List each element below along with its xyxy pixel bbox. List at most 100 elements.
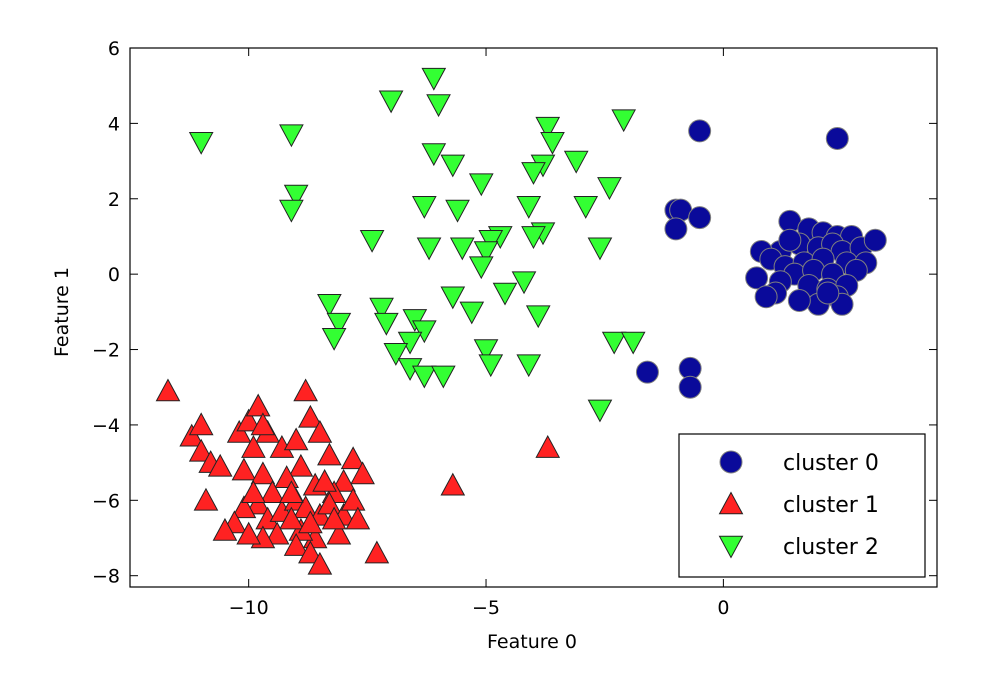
point-cluster-2: [411, 365, 437, 389]
point-cluster-1: [226, 419, 252, 443]
y-tick-label: 2: [108, 189, 120, 211]
point-cluster-1: [288, 453, 314, 477]
axes-frame: [129, 47, 938, 588]
point-cluster-1: [231, 457, 257, 481]
legend-marker: [718, 491, 744, 515]
y-axis-label: Feature 1: [51, 267, 73, 357]
point-cluster-1: [236, 408, 262, 432]
legend-marker: [719, 450, 743, 474]
point-cluster-1: [364, 540, 390, 564]
point-cluster-2: [563, 150, 589, 174]
y-tick-label: −6: [92, 490, 120, 512]
point-cluster-2: [587, 399, 613, 423]
point-cluster-2: [279, 124, 304, 148]
point-cluster-2: [492, 282, 518, 306]
y-tick-label: 6: [108, 38, 120, 60]
point-cluster-2: [321, 327, 347, 351]
point-cluster-1: [250, 412, 276, 436]
point-cluster-2: [383, 343, 409, 366]
point-cluster-1: [340, 487, 366, 511]
point-cluster-2: [449, 237, 475, 261]
point-cluster-2: [516, 196, 542, 219]
point-cluster-2: [430, 365, 456, 389]
x-tick-label: −5: [472, 597, 500, 619]
point-cluster-2: [478, 354, 504, 378]
point-cluster-2: [445, 199, 470, 223]
point-cluster-1: [298, 510, 323, 534]
point-cluster-1: [298, 540, 323, 564]
point-cluster-2: [411, 320, 437, 344]
x-axis-label: Feature 0: [487, 631, 577, 653]
point-cluster-1: [350, 461, 375, 485]
point-cluster-2: [402, 309, 428, 332]
x-tick-label: 0: [717, 597, 729, 619]
point-cluster-2: [279, 199, 304, 223]
y-tick-label: 0: [108, 264, 120, 286]
y-tick-label: −4: [92, 415, 120, 437]
point-cluster-0: [688, 119, 712, 143]
point-cluster-1: [440, 472, 466, 496]
point-cluster-1: [326, 521, 352, 545]
point-cluster-0: [678, 375, 702, 399]
point-cluster-2: [374, 312, 399, 336]
point-cluster-1: [260, 480, 285, 504]
point-cluster-2: [421, 67, 447, 91]
point-cluster-1: [241, 480, 266, 504]
point-cluster-1: [321, 506, 347, 530]
point-cluster-1: [312, 468, 337, 492]
legend-label: cluster 1: [783, 493, 879, 518]
point-cluster-1: [293, 378, 318, 402]
legend-marker: [718, 535, 744, 559]
y-tick-label: 4: [108, 113, 120, 135]
point-cluster-2: [535, 116, 561, 140]
legend-box: [678, 433, 926, 578]
point-cluster-1: [245, 491, 271, 515]
point-cluster-2: [521, 162, 546, 185]
point-cluster-2: [411, 196, 437, 219]
point-cluster-1: [193, 487, 219, 511]
point-cluster-2: [478, 229, 504, 253]
point-cluster-1: [236, 521, 262, 545]
point-cluster-0: [635, 360, 659, 384]
legend-item: cluster 0: [719, 450, 879, 476]
point-cluster-1: [188, 412, 214, 436]
legend-label: cluster 0: [783, 451, 879, 476]
point-cluster-1: [207, 453, 233, 477]
point-cluster-1: [345, 506, 371, 530]
point-cluster-2: [516, 354, 542, 378]
point-cluster-0: [688, 206, 712, 230]
point-cluster-0: [825, 126, 849, 150]
point-cluster-1: [331, 468, 356, 492]
point-cluster-2: [317, 294, 342, 317]
legend-item: cluster 1: [718, 491, 879, 518]
point-cluster-2: [440, 154, 466, 178]
point-cluster-0: [778, 228, 802, 252]
point-cluster-2: [473, 339, 499, 363]
point-cluster-1: [283, 427, 309, 451]
point-cluster-1: [535, 434, 561, 458]
point-cluster-2: [540, 131, 565, 155]
point-cluster-1: [245, 393, 271, 417]
legend-label: cluster 2: [783, 535, 879, 560]
point-cluster-2: [369, 297, 394, 321]
y-tick-label: −8: [92, 566, 120, 588]
point-cluster-2: [459, 301, 485, 325]
series-cluster-0: [635, 119, 887, 399]
series-cluster-2: [188, 67, 646, 423]
point-cluster-0: [664, 217, 688, 241]
point-cluster-0: [816, 281, 840, 305]
point-cluster-2: [597, 177, 622, 201]
series-cluster-1: [155, 378, 561, 575]
point-cluster-1: [307, 419, 333, 443]
point-cluster-1: [179, 423, 205, 447]
point-cluster-2: [601, 331, 627, 355]
point-cluster-2: [587, 237, 613, 261]
point-cluster-2: [468, 173, 494, 197]
point-cluster-1: [212, 517, 238, 541]
point-cluster-2: [573, 196, 599, 219]
point-cluster-2: [378, 90, 404, 114]
y-tick-label: −2: [92, 340, 120, 362]
point-cluster-1: [264, 521, 290, 545]
point-cluster-1: [298, 404, 323, 428]
